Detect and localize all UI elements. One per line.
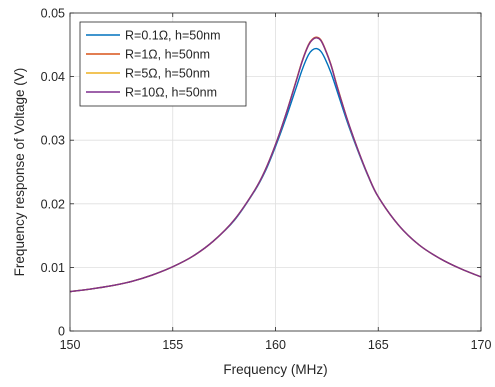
y-tick-label: 0.02 bbox=[41, 197, 65, 211]
legend-label-4: R=10Ω, h=50nm bbox=[125, 86, 217, 100]
legend-label-3: R=5Ω, h=50nm bbox=[125, 67, 210, 81]
axis-ticks bbox=[69, 12, 482, 332]
y-tick-label: 0 bbox=[58, 325, 65, 339]
x-tick-label: 150 bbox=[60, 338, 81, 352]
series-line-4 bbox=[69, 37, 482, 293]
y-tick-label: 0.01 bbox=[41, 261, 65, 275]
y-tick-label: 0.05 bbox=[41, 7, 65, 21]
y-tick-label: 0.04 bbox=[41, 70, 65, 84]
x-tick-label: 160 bbox=[265, 338, 286, 352]
x-axis-title: Frequency (MHz) bbox=[223, 362, 327, 377]
legend-label-2: R=1Ω, h=50nm bbox=[125, 48, 210, 62]
y-axis-title: Frequency response of Voltage (V) bbox=[12, 68, 27, 277]
legend: R=0.1Ω, h=50nm R=1Ω, h=50nm R=5Ω, h=50nm R=… bbox=[79, 21, 247, 107]
y-tick-label: 0.03 bbox=[41, 134, 65, 148]
legend-entries: R=0.1Ω, h=50nm R=1Ω, h=50nm R=5Ω, h=50nm R=… bbox=[86, 29, 221, 100]
series-lines bbox=[69, 36, 482, 293]
x-tick-label: 155 bbox=[162, 338, 183, 352]
y-tick-labels: 0 0.01 0.02 0.03 0.04 0.05 bbox=[41, 7, 65, 339]
x-tick-label: 165 bbox=[368, 338, 389, 352]
legend-label-1: R=0.1Ω, h=50nm bbox=[125, 29, 221, 43]
x-tick-label: 170 bbox=[471, 338, 492, 352]
x-tick-labels: 150 155 160 165 170 bbox=[60, 338, 492, 352]
